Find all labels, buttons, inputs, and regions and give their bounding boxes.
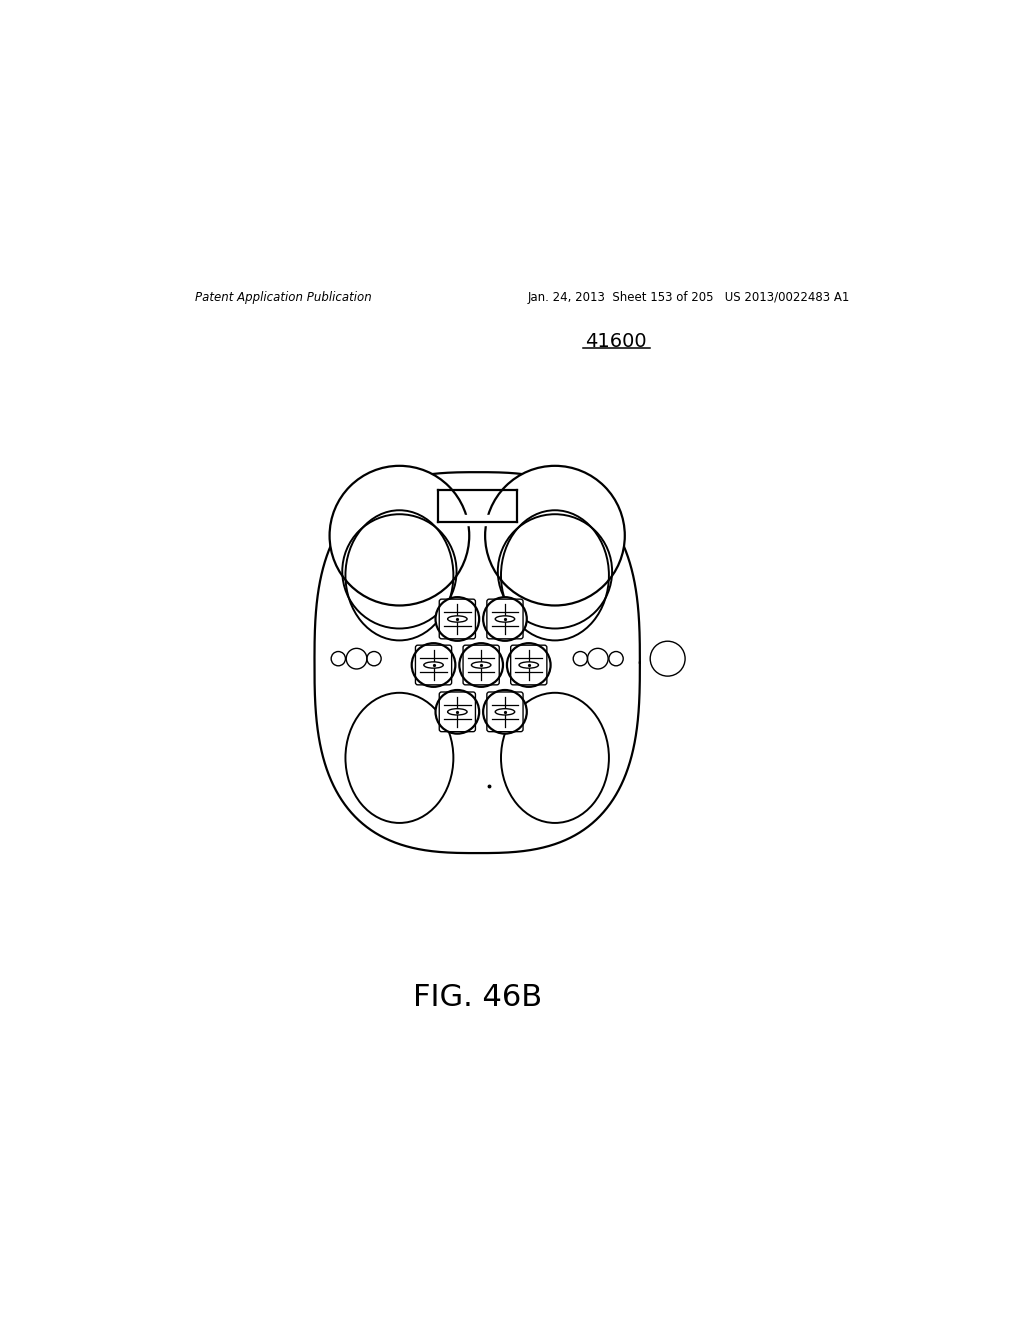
Ellipse shape	[496, 709, 515, 715]
Ellipse shape	[435, 690, 479, 734]
Ellipse shape	[483, 690, 526, 734]
Ellipse shape	[507, 643, 551, 686]
Text: Jan. 24, 2013  Sheet 153 of 205   US 2013/0022483 A1: Jan. 24, 2013 Sheet 153 of 205 US 2013/0…	[527, 292, 850, 304]
Circle shape	[485, 466, 625, 606]
Ellipse shape	[447, 709, 467, 715]
Ellipse shape	[447, 616, 467, 622]
Text: Patent Application Publication: Patent Application Publication	[196, 292, 372, 304]
Ellipse shape	[460, 643, 503, 686]
Polygon shape	[314, 473, 640, 853]
Ellipse shape	[483, 597, 526, 640]
Text: 41600: 41600	[586, 331, 647, 351]
Ellipse shape	[435, 597, 479, 640]
Text: FIG. 46B: FIG. 46B	[413, 983, 542, 1012]
Ellipse shape	[519, 661, 539, 668]
Bar	[438, 515, 516, 525]
Ellipse shape	[496, 616, 515, 622]
Circle shape	[330, 466, 469, 606]
Ellipse shape	[424, 661, 443, 668]
Ellipse shape	[471, 661, 490, 668]
Ellipse shape	[412, 643, 456, 686]
